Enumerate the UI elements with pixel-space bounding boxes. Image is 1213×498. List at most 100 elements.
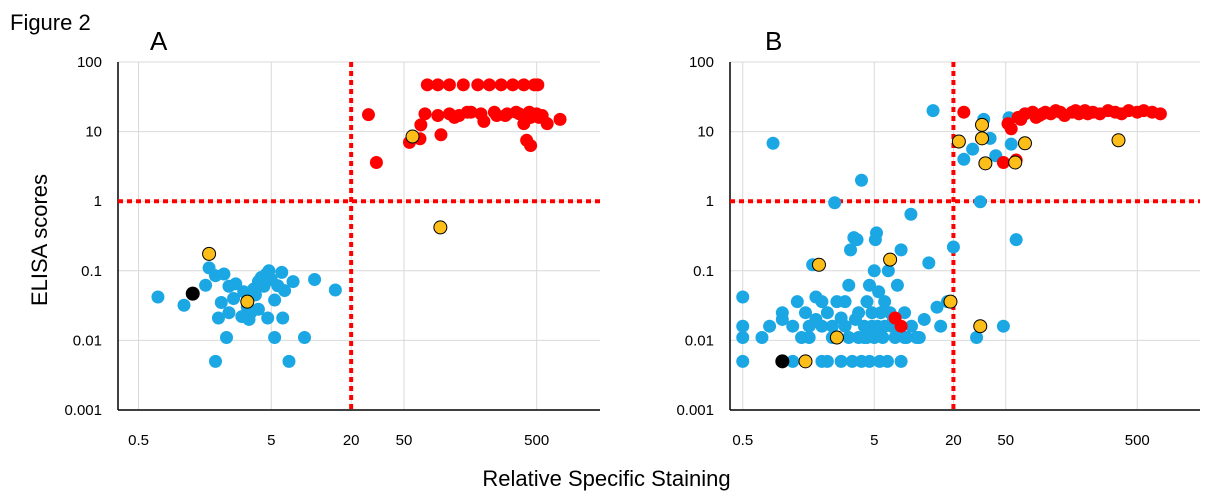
x-tick-label: 500 — [1125, 432, 1150, 449]
y-tick-label: 0.01 — [685, 332, 714, 349]
blue-point — [855, 354, 869, 368]
red-point — [474, 107, 488, 121]
blue-point — [736, 354, 750, 368]
orange-point — [951, 134, 966, 149]
blue-point — [151, 290, 165, 304]
blue-point — [917, 312, 931, 326]
blue-point — [867, 264, 881, 278]
orange-point — [811, 257, 826, 272]
blue-point — [222, 279, 236, 293]
red-point — [957, 105, 971, 119]
blue-point — [798, 306, 812, 320]
y-tick-label: 0.1 — [81, 263, 102, 280]
red-point — [418, 107, 432, 121]
blue-point — [838, 319, 852, 333]
x-tick-label: 0.5 — [732, 432, 753, 449]
orange-point — [1008, 155, 1023, 170]
blue-point — [763, 319, 777, 333]
blue-point — [890, 278, 904, 292]
orange-point — [240, 294, 255, 309]
blue-point — [862, 278, 876, 292]
red-point — [522, 105, 536, 119]
blue-point — [894, 243, 908, 257]
blue-point — [282, 354, 296, 368]
blue-point — [308, 272, 322, 286]
blue-point — [905, 319, 919, 333]
blue-point — [766, 136, 780, 150]
blue-point — [880, 354, 894, 368]
red-point — [1081, 107, 1095, 121]
blue-point — [922, 256, 936, 270]
blue-point — [860, 295, 874, 309]
red-point — [452, 109, 466, 123]
blue-point — [222, 306, 236, 320]
orange-point — [1111, 133, 1126, 148]
blue-point — [736, 331, 750, 345]
orange-point — [943, 294, 958, 309]
red-point — [996, 155, 1010, 169]
blue-point — [775, 306, 789, 320]
red-point — [531, 78, 545, 92]
blue-point — [328, 283, 342, 297]
red-point — [487, 105, 501, 119]
blue-point — [820, 354, 834, 368]
panel-a: 0.5 5 20 50 500 0.001 0.01 0.1 1 10 100 — [64, 54, 600, 449]
panel-label-a: A — [150, 26, 168, 56]
panel-b: 0.5 5 20 50 500 0.001 0.01 0.1 1 10 100 — [676, 54, 1200, 449]
blue-point — [957, 152, 971, 166]
blue-point — [736, 319, 750, 333]
blue-point — [966, 142, 980, 156]
blue-point — [736, 290, 750, 304]
y-tick-label: 1 — [94, 193, 102, 210]
blue-point — [898, 306, 912, 320]
red-point — [361, 108, 375, 122]
red-point — [431, 109, 445, 123]
blue-point — [276, 311, 290, 325]
blue-point — [904, 207, 918, 221]
x-tick-label: 20 — [945, 432, 962, 449]
black-point — [185, 286, 200, 301]
blue-point — [786, 354, 800, 368]
blue-point — [825, 319, 839, 333]
blue-point — [860, 331, 874, 345]
red-point — [1153, 107, 1167, 121]
x-tick-label: 500 — [524, 432, 549, 449]
blue-point — [261, 311, 275, 325]
blue-point — [878, 295, 892, 309]
x-tick-label: 5 — [870, 432, 878, 449]
y-tick-label: 1 — [706, 193, 714, 210]
orange-point — [975, 131, 990, 146]
blue-point — [842, 278, 856, 292]
blue-point — [1009, 233, 1023, 247]
red-point — [494, 78, 508, 92]
blue-point — [820, 306, 834, 320]
blue-point — [268, 293, 282, 307]
blue-point — [278, 284, 292, 298]
x-tick-label: 20 — [343, 432, 360, 449]
blue-point — [844, 243, 858, 257]
red-point — [1069, 104, 1083, 118]
y-tick-label: 0.1 — [693, 263, 714, 280]
y-tick-label: 100 — [77, 54, 102, 71]
red-point — [442, 107, 456, 121]
blue-point — [970, 331, 984, 345]
y-tick-label: 0.001 — [676, 402, 714, 419]
blue-point — [996, 319, 1010, 333]
blue-point — [1004, 137, 1018, 151]
orange-point — [883, 252, 898, 267]
red-point — [553, 112, 567, 126]
orange-point — [798, 354, 813, 369]
blue-point — [876, 331, 890, 345]
blue-point — [930, 300, 944, 314]
orange-point — [202, 246, 217, 261]
blue-point — [268, 331, 282, 345]
blue-point — [795, 331, 809, 345]
blue-point — [786, 319, 800, 333]
blue-point — [946, 240, 960, 254]
orange-point — [1017, 136, 1032, 151]
x-tick-label: 5 — [267, 432, 275, 449]
figure-title: Figure 2 — [10, 10, 91, 35]
blue-point — [297, 331, 311, 345]
panel-label-b: B — [765, 26, 783, 56]
